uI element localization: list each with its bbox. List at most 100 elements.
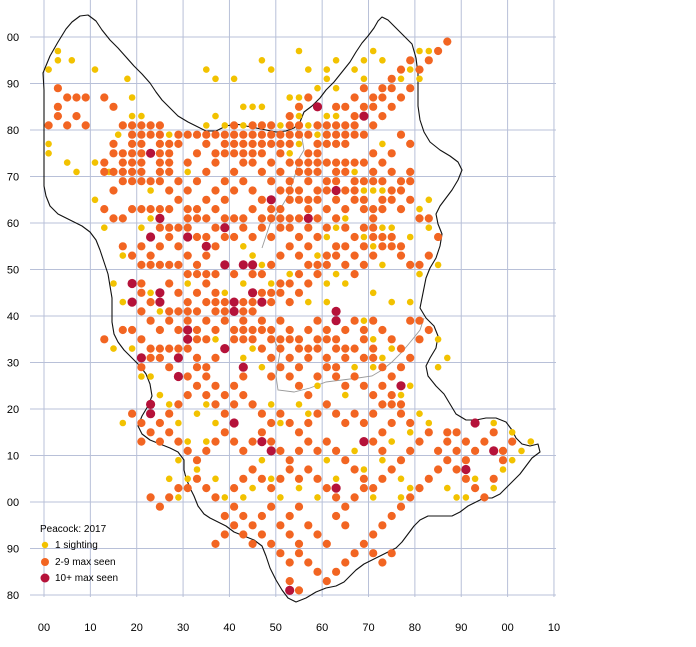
dot-2-9-max-seen [359,223,368,232]
dot-2-9-max-seen [415,65,424,74]
dot-2-9-max-seen [461,437,470,446]
dot-2-9-max-seen [406,316,415,325]
dot-2-9-max-seen [267,130,276,139]
dot-1-sighting [258,103,266,111]
dot-2-9-max-seen [378,521,387,530]
dot-2-9-max-seen [220,139,229,148]
legend-marker-1-sighting [41,541,49,549]
x-tick-label: 40 [223,622,235,634]
dot-1-sighting [351,447,358,455]
dot-2-9-max-seen [183,251,192,260]
dot-2-9-max-seen [415,214,424,223]
dot-2-9-max-seen [100,158,109,167]
dot-2-9-max-seen [304,130,313,139]
x-tick-label: 70 [362,622,374,634]
dot-10-plus-max-seen [155,288,165,298]
dot-2-9-max-seen [211,298,220,307]
dot-2-9-max-seen [72,93,81,102]
dot-2-9-max-seen [211,325,220,335]
dot-1-sighting [406,298,414,306]
dot-1-sighting [124,75,131,83]
dot-2-9-max-seen [267,372,276,381]
dot-2-9-max-seen [378,325,387,335]
dot-2-9-max-seen [248,130,257,139]
dot-2-9-max-seen [137,130,146,139]
dot-2-9-max-seen [313,149,322,158]
dot-10-plus-max-seen [257,437,267,447]
dot-2-9-max-seen [257,121,266,130]
dot-2-9-max-seen [285,558,294,567]
dot-2-9-max-seen [155,139,164,148]
dot-2-9-max-seen [137,437,146,446]
dot-2-9-max-seen [313,372,322,381]
dot-1-sighting [138,224,145,231]
dot-2-9-max-seen [267,353,276,362]
dot-1-sighting [314,131,321,138]
dot-10-plus-max-seen [146,232,156,242]
dot-1-sighting [323,112,331,120]
dot-1-sighting [369,187,377,194]
dot-2-9-max-seen [257,409,266,418]
dot-2-9-max-seen [359,130,368,139]
dot-1-sighting [147,289,154,297]
dot-2-9-max-seen [285,186,294,195]
dot-2-9-max-seen [211,288,220,297]
dot-1-sighting [323,298,331,306]
dot-2-9-max-seen [276,549,285,558]
dot-2-9-max-seen [44,121,53,130]
dot-2-9-max-seen [285,130,294,139]
dot-2-9-max-seen [406,167,415,176]
dot-2-9-max-seen [341,130,350,139]
dot-2-9-max-seen [220,232,229,242]
dot-2-9-max-seen [267,121,276,130]
dot-1-sighting [332,112,340,120]
dot-2-9-max-seen [220,298,229,307]
dot-1-sighting [249,345,256,352]
dot-1-sighting [203,401,210,408]
dot-2-9-max-seen [341,260,350,269]
y-tick-label: 80 [7,125,19,137]
dot-2-9-max-seen [471,484,480,493]
dot-2-9-max-seen [239,307,248,316]
dot-2-9-max-seen [285,465,294,474]
dot-2-9-max-seen [396,502,406,511]
dot-2-9-max-seen [415,335,424,344]
dot-2-9-max-seen [350,232,359,242]
dot-2-9-max-seen [239,372,248,381]
dot-1-sighting [379,57,386,64]
dot-2-9-max-seen [267,214,276,223]
dot-2-9-max-seen [378,242,387,251]
dot-2-9-max-seen [294,446,304,455]
dot-2-9-max-seen [211,205,220,214]
dot-2-9-max-seen [452,465,461,474]
dot-2-9-max-seen [369,149,378,158]
dot-2-9-max-seen [165,186,174,195]
dot-2-9-max-seen [192,149,202,158]
dot-1-sighting [249,252,256,259]
dot-2-9-max-seen [304,391,313,400]
dot-2-9-max-seen [285,372,294,381]
dot-2-9-max-seen [396,409,406,418]
dot-2-9-max-seen [230,381,239,390]
dot-2-9-max-seen [230,502,239,511]
dot-2-9-max-seen [406,84,415,93]
x-tick-label: 80 [409,622,421,634]
dot-1-sighting [175,419,182,427]
dot-2-9-max-seen [257,325,266,335]
dot-2-9-max-seen [239,474,248,483]
dot-2-9-max-seen [396,363,406,372]
dot-1-sighting [138,112,145,120]
dot-2-9-max-seen [257,428,266,437]
dot-1-sighting [45,150,52,157]
dot-2-9-max-seen [220,307,229,316]
dot-1-sighting [397,75,405,83]
dot-2-9-max-seen [165,344,174,353]
dot-2-9-max-seen [313,167,322,176]
dot-1-sighting [425,47,433,55]
dot-2-9-max-seen [322,158,331,167]
dot-2-9-max-seen [267,418,276,428]
y-tick-label: 50 [7,265,19,277]
dot-2-9-max-seen [378,400,387,409]
dot-2-9-max-seen [341,139,350,148]
dot-2-9-max-seen [313,316,322,325]
